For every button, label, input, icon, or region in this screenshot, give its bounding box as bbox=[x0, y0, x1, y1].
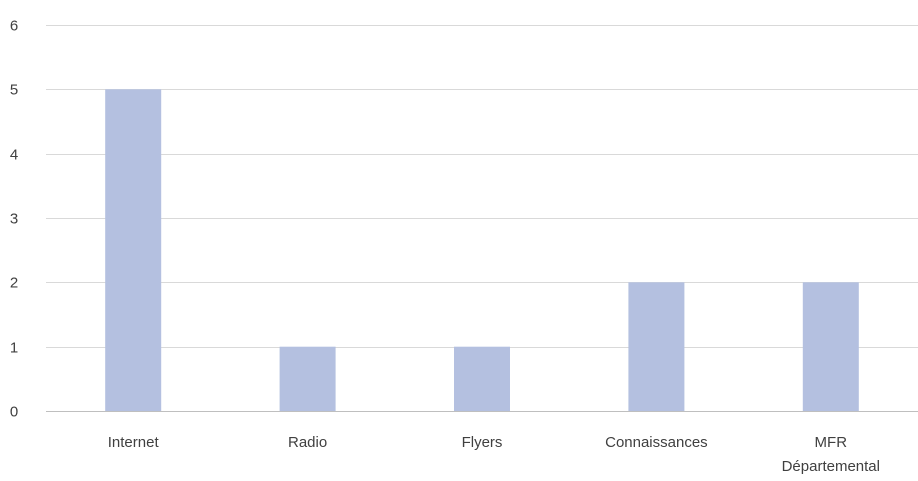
bars bbox=[105, 89, 859, 412]
x-tick-label: Connaissances bbox=[605, 434, 708, 451]
bar-flyers bbox=[454, 346, 510, 411]
gridlines bbox=[46, 25, 918, 348]
x-tick-label: Radio bbox=[288, 434, 327, 451]
y-tick-label: 3 bbox=[10, 211, 18, 228]
bar-radio bbox=[279, 346, 336, 411]
y-tick-label: 0 bbox=[10, 404, 18, 421]
x-tick-label: Flyers bbox=[462, 434, 503, 451]
y-tick-label: 6 bbox=[10, 18, 18, 35]
bar-connaissances bbox=[628, 282, 685, 411]
bar-internet bbox=[105, 89, 162, 412]
y-tick-label: 5 bbox=[10, 82, 18, 99]
bar-mfr-d-partemental bbox=[802, 282, 859, 411]
y-tick-label: 1 bbox=[10, 340, 18, 357]
x-tick-label: Internet bbox=[108, 434, 160, 451]
x-tick-label: MFR Départemental bbox=[782, 434, 880, 475]
x-axis-ticks: Internet Radio Flyers Connaissances MFR Dépar… bbox=[108, 434, 880, 475]
y-axis-ticks: 0 1 2 3 4 5 6 bbox=[10, 18, 18, 421]
y-tick-label: 4 bbox=[10, 147, 18, 164]
y-tick-label: 2 bbox=[10, 275, 18, 292]
